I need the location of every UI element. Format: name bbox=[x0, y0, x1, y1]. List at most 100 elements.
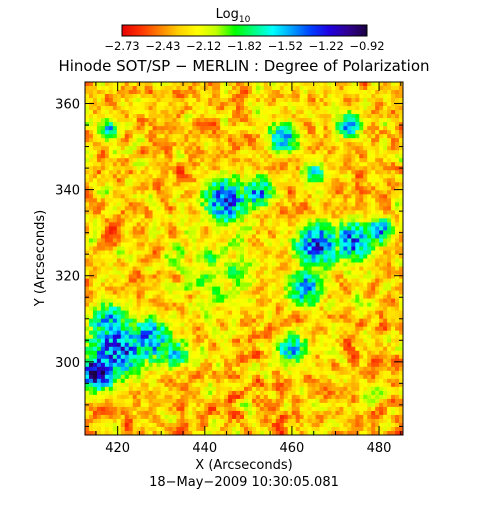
heatmap-cell bbox=[299, 314, 305, 320]
heatmap-cell bbox=[359, 202, 364, 207]
heatmap-cell bbox=[96, 286, 102, 291]
heatmap-cell bbox=[232, 198, 237, 203]
heatmap-cell bbox=[331, 326, 336, 332]
heatmap-cell bbox=[212, 122, 217, 127]
heatmap-cell bbox=[267, 114, 273, 119]
heatmap-cell bbox=[283, 294, 289, 300]
heatmap-cell bbox=[232, 270, 237, 275]
heatmap-cell bbox=[144, 90, 150, 95]
heatmap-cell bbox=[188, 130, 193, 135]
heatmap-cell bbox=[379, 110, 384, 115]
heatmap-cell bbox=[148, 138, 153, 143]
heatmap-cell bbox=[295, 82, 301, 87]
heatmap-cell bbox=[323, 298, 328, 304]
heatmap-cell bbox=[160, 102, 165, 107]
heatmap-cell bbox=[311, 162, 316, 167]
heatmap-cell bbox=[216, 302, 221, 308]
heatmap-cell bbox=[188, 306, 193, 312]
heatmap-cell bbox=[331, 186, 336, 191]
heatmap-cell bbox=[287, 198, 293, 203]
heatmap-cell bbox=[212, 242, 217, 247]
heatmap-cell bbox=[100, 190, 106, 195]
heatmap-cell bbox=[244, 282, 249, 287]
heatmap-cell bbox=[168, 298, 173, 304]
heatmap-cell bbox=[152, 286, 157, 291]
heatmap-cell bbox=[339, 274, 344, 279]
heatmap-cell bbox=[200, 222, 205, 227]
heatmap-cell bbox=[339, 198, 344, 203]
heatmap-cell bbox=[180, 242, 185, 247]
heatmap-cell bbox=[303, 186, 309, 191]
heatmap-cell bbox=[96, 174, 102, 179]
heatmap-cell bbox=[148, 322, 153, 328]
heatmap-cell bbox=[100, 210, 106, 215]
heatmap-cell bbox=[331, 130, 336, 135]
heatmap-cell bbox=[295, 86, 301, 91]
heatmap-cell bbox=[120, 222, 126, 227]
heatmap-cell bbox=[108, 106, 114, 111]
heatmap-cell bbox=[85, 98, 90, 103]
heatmap-cell bbox=[259, 298, 265, 304]
heatmap-cell bbox=[124, 170, 130, 175]
heatmap-cell bbox=[363, 150, 368, 155]
heatmap-cell bbox=[160, 322, 165, 328]
heatmap-cell bbox=[279, 110, 285, 115]
heatmap-cell bbox=[108, 226, 114, 231]
heatmap-cell bbox=[192, 322, 197, 328]
heatmap-cell bbox=[212, 186, 217, 191]
heatmap-cell bbox=[204, 198, 209, 203]
heatmap-cell bbox=[236, 206, 241, 211]
heatmap-cell bbox=[220, 90, 225, 95]
heatmap-cell bbox=[96, 290, 102, 295]
heatmap-cell bbox=[232, 314, 237, 320]
heatmap-cell bbox=[299, 118, 305, 123]
heatmap-cell bbox=[140, 166, 146, 171]
heatmap-cell bbox=[140, 302, 146, 308]
heatmap-cell bbox=[112, 262, 118, 267]
heatmap-cell bbox=[331, 190, 336, 195]
heatmap-cell bbox=[192, 262, 197, 267]
heatmap-cell bbox=[176, 154, 181, 159]
heatmap-cell bbox=[132, 250, 138, 255]
heatmap-cell bbox=[100, 130, 106, 135]
heatmap-cell bbox=[291, 306, 297, 312]
heatmap-cell bbox=[236, 302, 241, 308]
heatmap-cell bbox=[395, 198, 400, 203]
heatmap-cell bbox=[351, 278, 356, 283]
heatmap-cell bbox=[120, 146, 126, 151]
heatmap-cell bbox=[291, 190, 297, 195]
heatmap-cell bbox=[104, 114, 110, 119]
heatmap-cell bbox=[363, 326, 368, 332]
heatmap-cell bbox=[96, 298, 102, 304]
heatmap-cell bbox=[347, 86, 352, 91]
heatmap-cell bbox=[343, 274, 348, 279]
heatmap-cell bbox=[279, 98, 285, 103]
heatmap-cell bbox=[259, 162, 265, 167]
heatmap-cell bbox=[196, 154, 201, 159]
heatmap-cell bbox=[347, 166, 352, 171]
heatmap-cell bbox=[232, 254, 237, 259]
heatmap-cell bbox=[180, 318, 185, 324]
heatmap-cell bbox=[112, 286, 118, 291]
heatmap-cell bbox=[188, 230, 193, 235]
heatmap-cell bbox=[355, 214, 360, 219]
heatmap-cell bbox=[220, 250, 225, 255]
heatmap-cell bbox=[136, 126, 142, 131]
heatmap-cell bbox=[371, 134, 376, 139]
heatmap-cell bbox=[395, 98, 400, 103]
heatmap-cell bbox=[232, 142, 237, 147]
heatmap-cell bbox=[315, 186, 320, 191]
heatmap-cell bbox=[172, 242, 177, 247]
heatmap-cell bbox=[323, 138, 328, 143]
heatmap-cell bbox=[85, 178, 90, 183]
heatmap-cell bbox=[172, 82, 177, 87]
heatmap-cell bbox=[152, 298, 157, 304]
heatmap-cell bbox=[160, 278, 165, 283]
heatmap-cell bbox=[184, 182, 189, 187]
heatmap-cell bbox=[367, 230, 372, 235]
heatmap-cell bbox=[208, 82, 213, 87]
heatmap-cell bbox=[168, 154, 173, 159]
heatmap-cell bbox=[371, 302, 376, 308]
heatmap-cell bbox=[124, 154, 130, 159]
heatmap-cell bbox=[279, 130, 285, 135]
